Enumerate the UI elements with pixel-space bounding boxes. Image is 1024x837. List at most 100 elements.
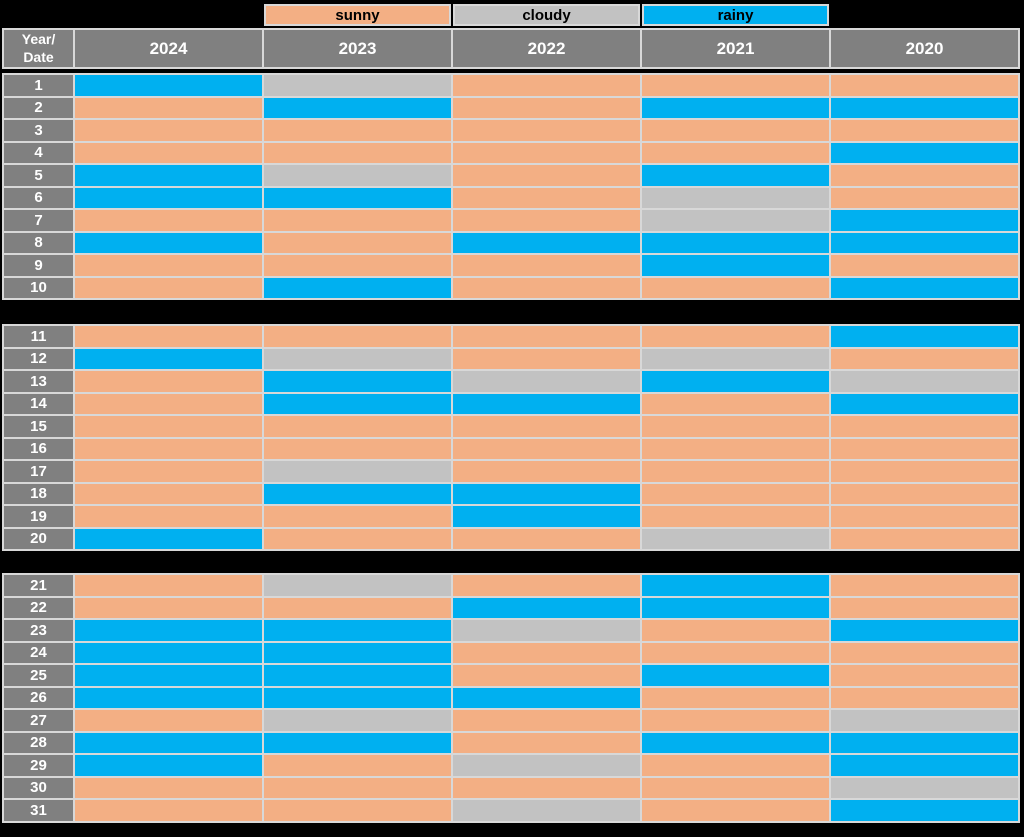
legend-label-rainy: rainy	[717, 6, 754, 24]
weather-cell	[642, 800, 829, 821]
weather-cell	[264, 232, 451, 253]
weather-cell	[453, 277, 640, 298]
weather-cell	[264, 461, 451, 482]
date-row-header: 1	[4, 75, 73, 96]
weather-cell	[642, 326, 829, 347]
date-row-header: 27	[4, 710, 73, 731]
date-row-header: 3	[4, 120, 73, 141]
date-row-header: 7	[4, 210, 73, 231]
weather-cell	[453, 120, 640, 141]
weather-cell	[75, 232, 262, 253]
date-row-header: 20	[4, 528, 73, 549]
weather-cell	[642, 75, 829, 96]
weather-cell	[642, 120, 829, 141]
weather-cell	[831, 755, 1018, 776]
weather-cell	[264, 642, 451, 663]
weather-cell	[642, 620, 829, 641]
weather-cell	[264, 665, 451, 686]
date-row-header: 26	[4, 687, 73, 708]
weather-cell	[642, 687, 829, 708]
weather-cell	[831, 777, 1018, 798]
weather-cell	[642, 165, 829, 186]
weather-cell	[264, 255, 451, 276]
weather-cell	[453, 416, 640, 437]
date-row-header: 24	[4, 642, 73, 663]
weather-cell	[75, 371, 262, 392]
weather-cell	[642, 393, 829, 414]
weather-cell	[642, 371, 829, 392]
weather-cell	[75, 142, 262, 163]
weather-cell	[264, 620, 451, 641]
weather-cell	[264, 483, 451, 504]
weather-cell	[453, 575, 640, 596]
weather-cell	[264, 210, 451, 231]
weather-cell	[264, 528, 451, 549]
date-row-header: 21	[4, 575, 73, 596]
weather-cell	[264, 75, 451, 96]
weather-cell	[453, 142, 640, 163]
weather-cell	[264, 575, 451, 596]
weather-cell	[831, 348, 1018, 369]
weather-cell	[642, 732, 829, 753]
weather-cell	[642, 187, 829, 208]
date-row-header: 19	[4, 506, 73, 527]
weather-cell	[831, 416, 1018, 437]
weather-cell	[453, 393, 640, 414]
weather-cell	[642, 210, 829, 231]
weather-calendar-table: sunny cloudy rainy Year/ Date 2024 2023 …	[2, 4, 1022, 823]
header-row: Year/ Date 2024 2023 2022 2021 2020	[2, 28, 1020, 69]
weather-cell	[453, 506, 640, 527]
weather-cell	[453, 665, 640, 686]
weather-cell	[831, 326, 1018, 347]
rows-block-1-10: 1 2 3 4 5 6 7 8 9 10	[2, 73, 1020, 300]
weather-cell	[831, 277, 1018, 298]
column-header-2022: 2022	[453, 30, 640, 67]
weather-cell	[831, 120, 1018, 141]
weather-cell	[831, 687, 1018, 708]
weather-cell	[264, 416, 451, 437]
date-row-header: 29	[4, 755, 73, 776]
weather-cell	[453, 232, 640, 253]
weather-cell	[642, 277, 829, 298]
legend-item-cloudy: cloudy	[453, 4, 640, 26]
weather-cell	[831, 371, 1018, 392]
weather-cell	[264, 687, 451, 708]
weather-cell	[264, 142, 451, 163]
weather-cell	[75, 461, 262, 482]
weather-cell	[642, 348, 829, 369]
weather-cell	[642, 597, 829, 618]
weather-cell	[453, 348, 640, 369]
date-row-header: 17	[4, 461, 73, 482]
column-header-2024: 2024	[75, 30, 262, 67]
date-row-header: 13	[4, 371, 73, 392]
date-row-header: 14	[4, 393, 73, 414]
weather-cell	[831, 461, 1018, 482]
weather-cell	[75, 687, 262, 708]
weather-cell	[75, 528, 262, 549]
date-row-header: 2	[4, 97, 73, 118]
date-row-header: 10	[4, 277, 73, 298]
weather-cell	[264, 97, 451, 118]
date-row-header: 15	[4, 416, 73, 437]
legend-label-cloudy: cloudy	[522, 6, 571, 24]
weather-cell	[75, 120, 262, 141]
weather-cell	[75, 255, 262, 276]
legend-spacer-2024	[75, 4, 262, 26]
date-row-header: 4	[4, 142, 73, 163]
weather-cell	[831, 665, 1018, 686]
rows-block-21-31: 21 22 23 24 25 26 27 28 29 30 31	[2, 573, 1020, 823]
weather-cell	[264, 165, 451, 186]
weather-cell	[453, 710, 640, 731]
weather-cell	[75, 277, 262, 298]
weather-cell	[831, 732, 1018, 753]
weather-cell	[453, 732, 640, 753]
weather-cell	[831, 642, 1018, 663]
weather-cell	[264, 120, 451, 141]
weather-cell	[453, 371, 640, 392]
weather-cell	[453, 597, 640, 618]
date-row-header: 23	[4, 620, 73, 641]
weather-cell	[642, 142, 829, 163]
weather-cell	[453, 528, 640, 549]
weather-cell	[831, 255, 1018, 276]
weather-cell	[831, 506, 1018, 527]
